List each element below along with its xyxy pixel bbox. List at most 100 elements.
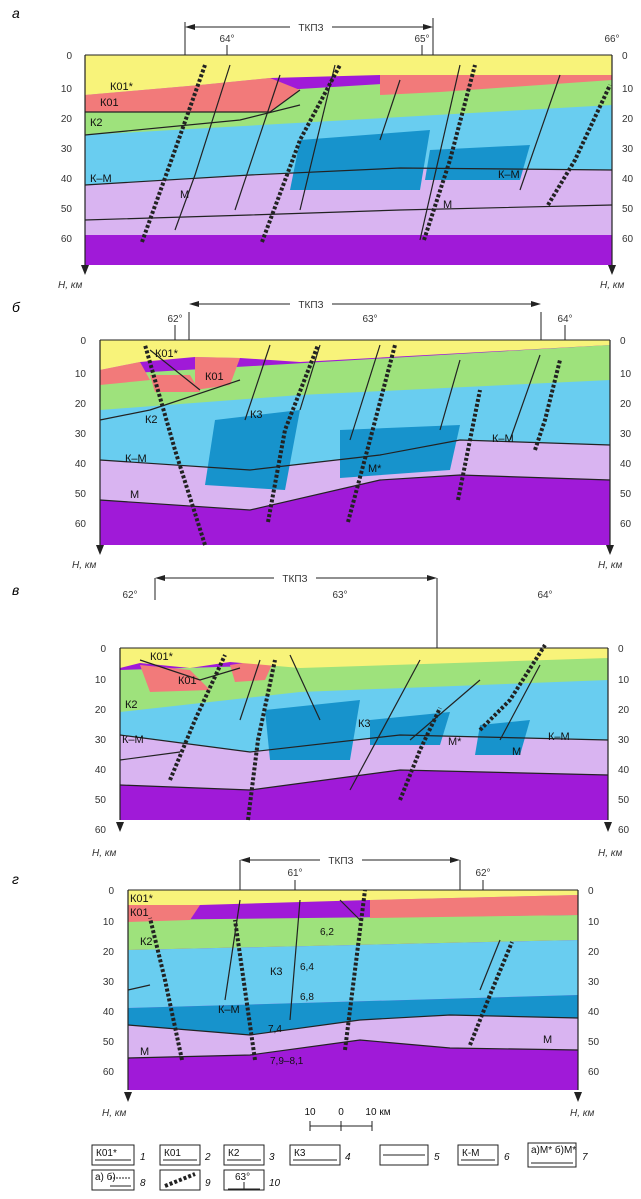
axis-label: H, км xyxy=(600,280,625,291)
layer-label: К2 xyxy=(125,699,138,711)
layer-label: К2 xyxy=(145,414,158,426)
depth-tick: 40 xyxy=(622,174,634,185)
layer-label: К01 xyxy=(178,675,197,687)
depth-tick: 50 xyxy=(103,1037,115,1048)
depth-tick: 60 xyxy=(622,234,634,245)
scale-label: 10 км xyxy=(365,1107,390,1118)
longitude-label: 66° xyxy=(604,34,619,45)
longitude-label: 64° xyxy=(557,314,572,325)
layer-label: К–М xyxy=(548,731,570,743)
depth-tick: 10 xyxy=(75,369,87,380)
depth-tick: 60 xyxy=(618,825,630,836)
depth-tick: 0 xyxy=(622,51,628,62)
axis-label: H, км xyxy=(72,560,97,571)
layer-label: К3 xyxy=(250,409,263,421)
layer-label: К–М xyxy=(218,1004,240,1016)
velocity-label: 7,9–8,1 xyxy=(270,1056,304,1067)
depth-tick: 40 xyxy=(95,765,107,776)
legend-label: К2 xyxy=(228,1148,240,1159)
panel-letter: а xyxy=(12,5,20,21)
layer-label: К2 xyxy=(90,117,103,129)
layer-label: К01 xyxy=(205,371,224,383)
legend-number: 6 xyxy=(504,1152,510,1163)
depth-tick: 10 xyxy=(618,675,630,686)
legend-label: К3 xyxy=(294,1148,306,1159)
depth-tick: 60 xyxy=(620,519,632,530)
legend-label: а)М* б)М* xyxy=(531,1144,576,1156)
legend: К01* 1 К01 2 К2 3 К3 4 5 К-М 6 а)М* б)М*… xyxy=(91,1142,588,1191)
depth-tick: 40 xyxy=(75,459,87,470)
legend-label: а) б) xyxy=(95,1171,116,1183)
axis-label: H, км xyxy=(598,848,623,859)
panel-letter: г xyxy=(12,871,19,887)
layer-label: К01* xyxy=(155,348,179,360)
depth-tick: 0 xyxy=(588,886,594,897)
depth-tick: 50 xyxy=(61,204,73,215)
axis-label: H, км xyxy=(58,280,83,291)
legend-number: 4 xyxy=(345,1152,351,1163)
depth-tick: 50 xyxy=(588,1037,600,1048)
legend-number: 1 xyxy=(140,1152,146,1163)
axis-label: H, км xyxy=(570,1108,595,1119)
depth-tick: 0 xyxy=(618,644,624,655)
layer-label: М xyxy=(140,1046,149,1058)
panel-letter: в xyxy=(12,582,19,598)
layer-label: К2 xyxy=(140,936,153,948)
longitude-label: 61° xyxy=(287,868,302,879)
depth-tick: 40 xyxy=(618,765,630,776)
depth-tick: 30 xyxy=(95,735,107,746)
scale-label: 10 xyxy=(304,1107,316,1118)
legend-number: 3 xyxy=(269,1152,275,1163)
layer-label: М xyxy=(180,189,189,201)
layer-label: К01 xyxy=(100,97,119,109)
legend-number: 5 xyxy=(434,1152,440,1163)
layer-label: К–М xyxy=(498,169,520,181)
legend-number: 10 xyxy=(269,1178,281,1189)
scale-bar: 10 0 10 км xyxy=(304,1107,391,1131)
axis-label: H, км xyxy=(92,848,117,859)
velocity-label: 7,4 xyxy=(268,1024,282,1035)
axis-label: H, км xyxy=(102,1108,127,1119)
depth-tick: 30 xyxy=(622,144,634,155)
depth-tick: 60 xyxy=(103,1067,115,1078)
depth-tick: 60 xyxy=(95,825,107,836)
depth-tick: 0 xyxy=(80,336,86,347)
depth-tick: 30 xyxy=(620,429,632,440)
depth-tick: 20 xyxy=(75,399,87,410)
depth-tick: 40 xyxy=(103,1007,115,1018)
layer-label: К–М xyxy=(492,433,514,445)
longitude-label: 63° xyxy=(362,314,377,325)
longitude-label: 64° xyxy=(537,590,552,601)
layer-label: М* xyxy=(368,463,382,475)
longitude-label: 63° xyxy=(332,590,347,601)
depth-tick: 30 xyxy=(75,429,87,440)
panel-a: а ТКПЗ 64° 65° 66° xyxy=(12,5,634,291)
depth-tick: 10 xyxy=(103,917,115,928)
tkpz-label: ТКПЗ xyxy=(282,574,307,585)
depth-tick: 30 xyxy=(618,735,630,746)
axis-label: H, км xyxy=(598,560,623,571)
depth-tick: 50 xyxy=(620,489,632,500)
depth-tick: 0 xyxy=(66,51,72,62)
depth-tick: 40 xyxy=(61,174,73,185)
depth-tick: 30 xyxy=(588,977,600,988)
layer-label: М xyxy=(130,489,139,501)
layer-label: К3 xyxy=(358,718,371,730)
velocity-label: 6,2 xyxy=(320,927,334,938)
depth-tick: 10 xyxy=(95,675,107,686)
layer-label: К01* xyxy=(110,81,134,93)
depth-tick: 60 xyxy=(75,519,87,530)
panel-b: б ТКПЗ 62° 63° 64° xyxy=(12,297,632,571)
longitude-label: 64° xyxy=(219,34,234,45)
depth-tick: 10 xyxy=(622,84,634,95)
legend-number: 8 xyxy=(140,1178,146,1189)
velocity-label: 6,8 xyxy=(300,992,314,1003)
panel-letter: б xyxy=(12,299,21,315)
layer-label: К01* xyxy=(150,651,174,663)
depth-tick: 20 xyxy=(588,947,600,958)
layer-label: К01* xyxy=(130,893,154,905)
layer-label: М xyxy=(543,1034,552,1046)
depth-tick: 50 xyxy=(618,795,630,806)
depth-tick: 0 xyxy=(620,336,626,347)
